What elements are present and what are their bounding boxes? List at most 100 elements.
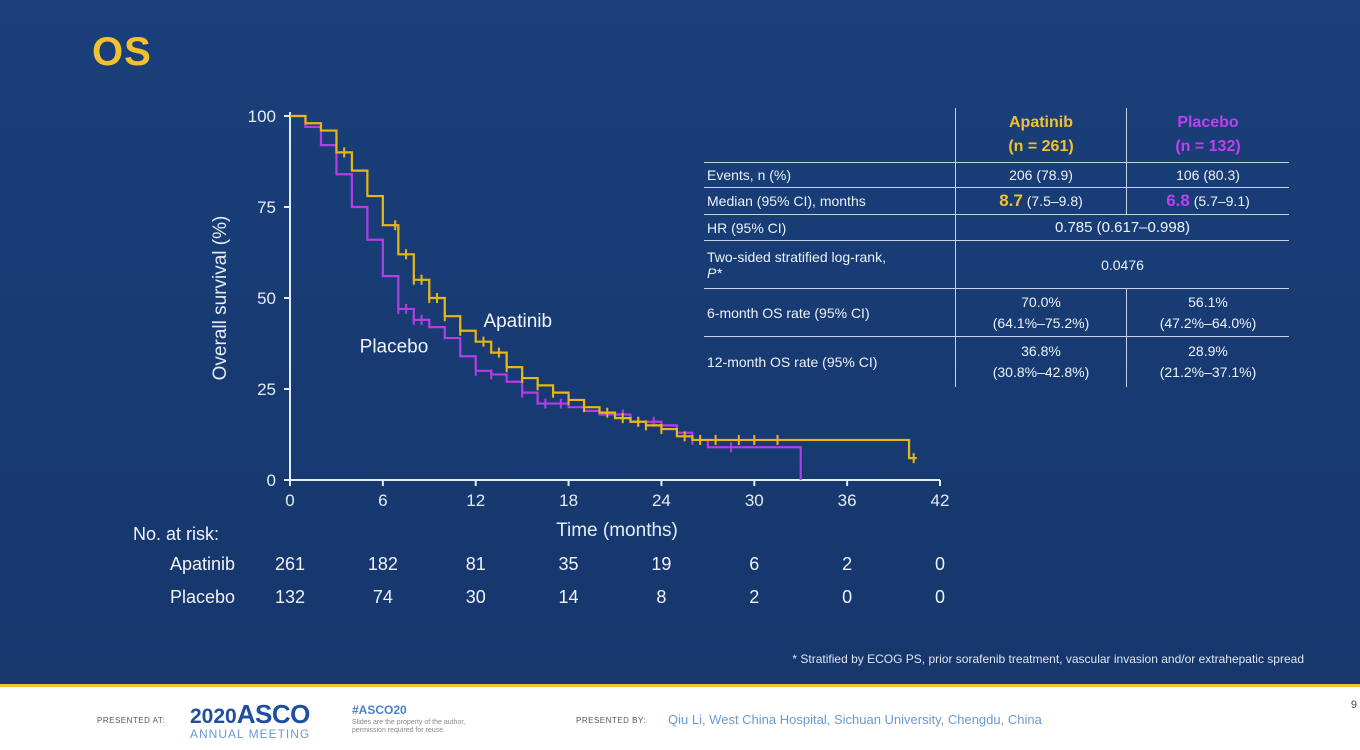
risk-title: No. at risk: bbox=[133, 524, 219, 544]
risk-value: 2 bbox=[749, 587, 759, 607]
table-row: 12-month OS rate (95% CI) 36.8% (30.8%–4… bbox=[704, 336, 1289, 387]
y-tick-label: 25 bbox=[257, 380, 276, 399]
events-apatinib: 206 (78.9) bbox=[955, 162, 1127, 188]
os6-apatinib: 70.0% (64.1%–75.2%) bbox=[955, 288, 1127, 337]
header-placebo-n: (n = 132) bbox=[1175, 138, 1241, 155]
asco-year: 2020 bbox=[190, 705, 237, 728]
slides-note: Slides are the property of the author, p… bbox=[352, 719, 466, 734]
x-tick-label: 6 bbox=[378, 491, 387, 510]
header-placebo-name: Placebo bbox=[1177, 114, 1239, 131]
risk-value: 30 bbox=[466, 587, 486, 607]
os12-placebo: 28.9% (21.2%–37.1%) bbox=[1126, 336, 1289, 387]
risk-value: 2 bbox=[842, 554, 852, 574]
median-apatinib-ci: (7.5–9.8) bbox=[1022, 193, 1083, 209]
risk-value: 0 bbox=[935, 554, 945, 574]
series-annotation: Placebo bbox=[360, 337, 429, 358]
x-axis-title: Time (months) bbox=[556, 520, 678, 541]
footnote: * Stratified by ECOG PS, prior sorafenib… bbox=[792, 652, 1304, 666]
logrank-label-p: P* bbox=[707, 264, 722, 281]
logrank-label: Two-sided stratified log-rank, bbox=[707, 248, 886, 265]
risk-value: 261 bbox=[275, 554, 305, 574]
os12-apatinib-ci: (30.8%–42.8%) bbox=[992, 364, 1090, 381]
x-tick-label: 18 bbox=[559, 491, 578, 510]
series-line-apatinib bbox=[290, 114, 917, 460]
x-tick-label: 0 bbox=[285, 491, 294, 510]
table-row: Events, n (%) 206 (78.9) 106 (80.3) bbox=[704, 162, 1289, 188]
footer: PRESENTED AT: 2020ASCO ANNUAL MEETING #A… bbox=[0, 684, 1360, 750]
table-row: Median (95% CI), months 8.7 (7.5–9.8) 6.… bbox=[704, 187, 1289, 215]
row-label-os12: 12-month OS rate (95% CI) bbox=[707, 353, 878, 370]
y-tick-label: 50 bbox=[257, 289, 276, 308]
os6-placebo: 56.1% (47.2%–64.0%) bbox=[1126, 288, 1289, 337]
median-placebo: 6.8 (5.7–9.1) bbox=[1126, 187, 1289, 215]
risk-value: 8 bbox=[656, 587, 666, 607]
row-label-hr: HR (95% CI) bbox=[707, 219, 787, 236]
risk-value: 14 bbox=[559, 587, 579, 607]
table-row: 6-month OS rate (95% CI) 70.0% (64.1%–75… bbox=[704, 288, 1289, 337]
x-tick-label: 24 bbox=[652, 491, 671, 510]
os6-apatinib-rate: 70.0% bbox=[1021, 294, 1061, 310]
os12-placebo-rate: 28.9% bbox=[1188, 343, 1228, 360]
asco-logo: 2020ASCO ANNUAL MEETING bbox=[190, 699, 330, 741]
series-layer bbox=[290, 114, 917, 480]
median-placebo-ci: (5.7–9.1) bbox=[1189, 193, 1250, 209]
os12-apatinib: 36.8% (30.8%–42.8%) bbox=[955, 336, 1127, 387]
hr-value: 0.785 (0.617–0.998) bbox=[955, 214, 1289, 241]
series-annotation: Apatinib bbox=[483, 311, 552, 332]
header-apatinib-n: (n = 261) bbox=[1008, 138, 1074, 155]
table-header-empty bbox=[704, 108, 956, 163]
risk-value: 74 bbox=[373, 587, 393, 607]
events-placebo: 106 (80.3) bbox=[1126, 162, 1289, 188]
header-placebo: Placebo (n = 132) bbox=[1126, 108, 1289, 163]
slide: OS 0 6 12 18 24 30 36 42 0 25 50 75 100 Time (month… bbox=[0, 0, 1360, 684]
y-axis-title: Overall survival (%) bbox=[210, 216, 231, 381]
x-tick-label: 30 bbox=[745, 491, 764, 510]
x-tick-labels: 0 6 12 18 24 30 36 42 bbox=[285, 491, 949, 510]
x-tick-label: 42 bbox=[931, 491, 950, 510]
results-table: Apatinib (n = 261) Placebo (n = 132) Eve… bbox=[704, 108, 1289, 387]
table-row: Two-sided stratified log-rank, P* 0.0476 bbox=[704, 240, 1289, 289]
median-apatinib: 8.7 (7.5–9.8) bbox=[955, 187, 1127, 215]
y-tick-labels: 0 25 50 75 100 bbox=[248, 107, 276, 490]
os12-placebo-ci: (21.2%–37.1%) bbox=[1159, 364, 1257, 381]
asco-subtitle: ANNUAL MEETING bbox=[190, 727, 311, 741]
row-label-os6: 6-month OS rate (95% CI) bbox=[707, 304, 870, 321]
risk-value: 35 bbox=[559, 554, 579, 574]
x-tick-label: 36 bbox=[838, 491, 857, 510]
os6-placebo-rate: 56.1% bbox=[1188, 294, 1228, 310]
row-label-events: Events, n (%) bbox=[707, 167, 792, 183]
row-label-logrank: Two-sided stratified log-rank, P* bbox=[704, 241, 956, 289]
risk-row-label: Placebo bbox=[170, 587, 235, 607]
risk-value: 6 bbox=[749, 554, 759, 574]
risk-value: 132 bbox=[275, 587, 305, 607]
table-header-row: Apatinib (n = 261) Placebo (n = 132) bbox=[704, 108, 1289, 163]
risk-value: 0 bbox=[935, 587, 945, 607]
median-placebo-value: 6.8 bbox=[1166, 191, 1190, 210]
page-number: 9 bbox=[1350, 699, 1357, 711]
asco-name: ASCO bbox=[236, 699, 311, 729]
header-apatinib-name: Apatinib bbox=[1009, 114, 1073, 131]
slide-title: OS bbox=[92, 30, 152, 74]
x-tick-label: 12 bbox=[466, 491, 485, 510]
risk-value: 182 bbox=[368, 554, 398, 574]
presented-by-label: PRESENTED BY: bbox=[576, 716, 647, 725]
presenter: Qiu Li, West China Hospital, Sichuan Uni… bbox=[668, 712, 1042, 727]
annotations: Apatinib Placebo bbox=[360, 311, 552, 357]
median-apatinib-value: 8.7 bbox=[999, 191, 1023, 210]
os6-apatinib-ci: (64.1%–75.2%) bbox=[992, 315, 1090, 331]
risk-value: 0 bbox=[842, 587, 852, 607]
series-line-placebo bbox=[290, 114, 802, 480]
risk-row-label: Apatinib bbox=[170, 554, 235, 574]
risk-value: 81 bbox=[466, 554, 486, 574]
row-label-median: Median (95% CI), months bbox=[707, 193, 866, 209]
os12-apatinib-rate: 36.8% bbox=[1021, 343, 1061, 360]
number-at-risk: Apatinib 261 182 81 35 19 6 2 0 Placebo 132 74 30 14 8… bbox=[170, 554, 945, 607]
risk-value: 19 bbox=[651, 554, 671, 574]
presented-at-label: PRESENTED AT: bbox=[97, 716, 166, 725]
y-tick-label: 100 bbox=[248, 107, 276, 126]
logrank-value: 0.0476 bbox=[955, 240, 1289, 289]
y-tick-label: 75 bbox=[257, 198, 276, 217]
os6-placebo-ci: (47.2%–64.0%) bbox=[1159, 315, 1257, 331]
y-tick-label: 0 bbox=[267, 471, 276, 490]
